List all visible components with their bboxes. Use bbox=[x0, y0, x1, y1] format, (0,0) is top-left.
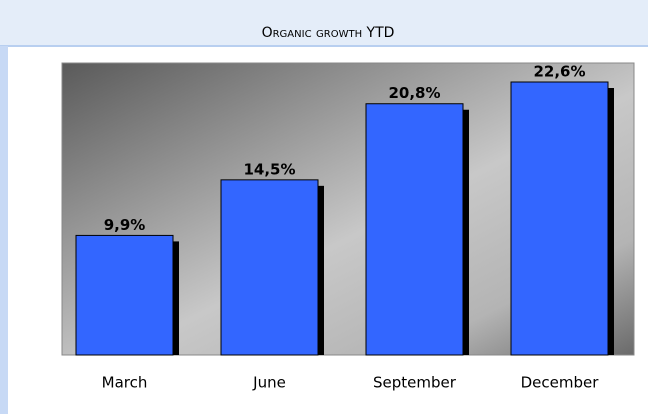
title-border bbox=[0, 45, 648, 47]
chart-title: Organic growth YTD bbox=[262, 25, 395, 41]
data-label: 9,9% bbox=[104, 216, 146, 234]
title-bar bbox=[0, 0, 648, 46]
x-tick-label: March bbox=[102, 374, 148, 392]
x-tick-label: September bbox=[373, 374, 457, 392]
left-border bbox=[0, 46, 8, 414]
data-label: 14,5% bbox=[243, 160, 295, 178]
bar bbox=[220, 179, 319, 356]
x-tick-label: June bbox=[252, 374, 286, 392]
data-label: 20,8% bbox=[388, 84, 440, 102]
bar bbox=[75, 234, 174, 356]
bar bbox=[510, 81, 609, 356]
data-label: 22,6% bbox=[533, 63, 585, 81]
x-tick-label: December bbox=[521, 374, 600, 392]
bar bbox=[365, 103, 464, 356]
